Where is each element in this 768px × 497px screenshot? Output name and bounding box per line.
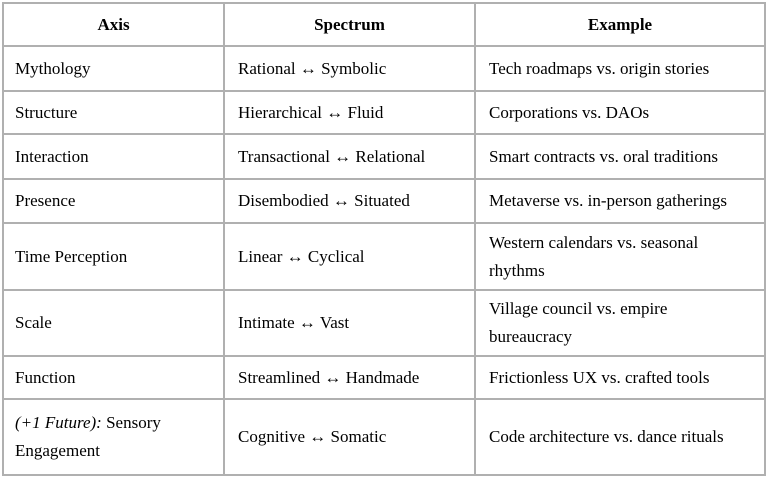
spectrum-cell: Linear ↔ Cyclical [223,222,476,291]
axis-cell: (+1 Future): Sensory Engagement [2,398,225,476]
table-row-time-perception: Time Perception Linear ↔ Cyclical Wester… [2,222,766,291]
example-cell: Frictionless UX vs. crafted tools [474,355,766,400]
table-row-plus1-future: (+1 Future): Sensory Engagement Cognitiv… [2,398,766,476]
table-row-structure: Structure Hierarchical ↔ Fluid Corporati… [2,90,766,135]
example-cell: Code architecture vs. dance rituals [474,398,766,476]
spectrum-cell: Disembodied ↔ Situated [223,178,476,224]
spectrum-cell: Streamlined ↔ Handmade [223,355,476,400]
spectrum-cell: Hierarchical ↔ Fluid [223,90,476,135]
spectrum-cell: Transactional ↔ Relational [223,133,476,180]
table-row-scale: Scale Intimate ↔ Vast Village council vs… [2,289,766,357]
table-row-presence: Presence Disembodied ↔ Situated Metavers… [2,178,766,224]
column-header-axis: Axis [2,2,225,47]
axis-italic-prefix: (+1 Future): [15,413,102,432]
comparison-table: Axis Spectrum Example Mythology Rational… [2,2,766,476]
column-header-spectrum: Spectrum [223,2,476,47]
axis-rest: Sensory Engagement [15,413,161,460]
spectrum-cell: Intimate ↔ Vast [223,289,476,357]
axis-cell: Structure [2,90,225,135]
example-cell: Village council vs. empire bureaucracy [474,289,766,357]
example-cell: Corporations vs. DAOs [474,90,766,135]
spectrum-cell: Cognitive ↔ Somatic [223,398,476,476]
column-header-example: Example [474,2,766,47]
example-cell: Tech roadmaps vs. origin stories [474,45,766,92]
axis-cell: Function [2,355,225,400]
axis-cell: Interaction [2,133,225,180]
table-row-interaction: Interaction Transactional ↔ Relational S… [2,133,766,180]
axis-cell: Mythology [2,45,225,92]
axis-cell: Time Perception [2,222,225,291]
table-row-function: Function Streamlined ↔ Handmade Friction… [2,355,766,400]
example-cell: Western calendars vs. seasonal rhythms [474,222,766,291]
axis-cell: Presence [2,178,225,224]
axis-cell: Scale [2,289,225,357]
table-row-mythology: Mythology Rational ↔ Symbolic Tech roadm… [2,45,766,92]
example-cell: Smart contracts vs. oral traditions [474,133,766,180]
example-cell: Metaverse vs. in-person gatherings [474,178,766,224]
spectrum-cell: Rational ↔ Symbolic [223,45,476,92]
table-header-row: Axis Spectrum Example [2,2,766,47]
